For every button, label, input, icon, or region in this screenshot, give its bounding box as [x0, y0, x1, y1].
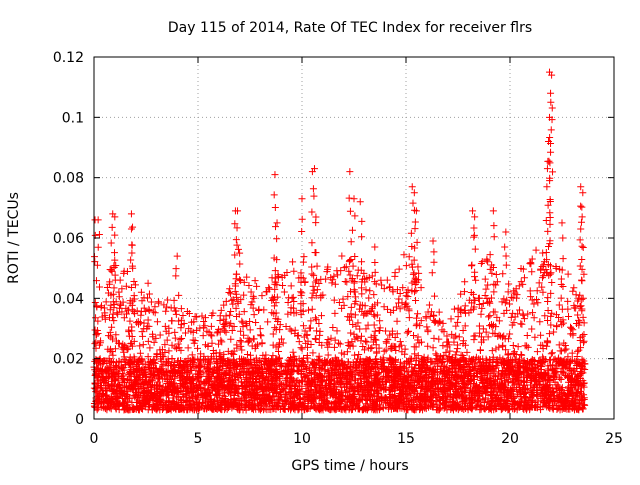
roti-scatter-chart: 051015202500.020.040.060.080.10.12 Day 1… [0, 0, 640, 480]
